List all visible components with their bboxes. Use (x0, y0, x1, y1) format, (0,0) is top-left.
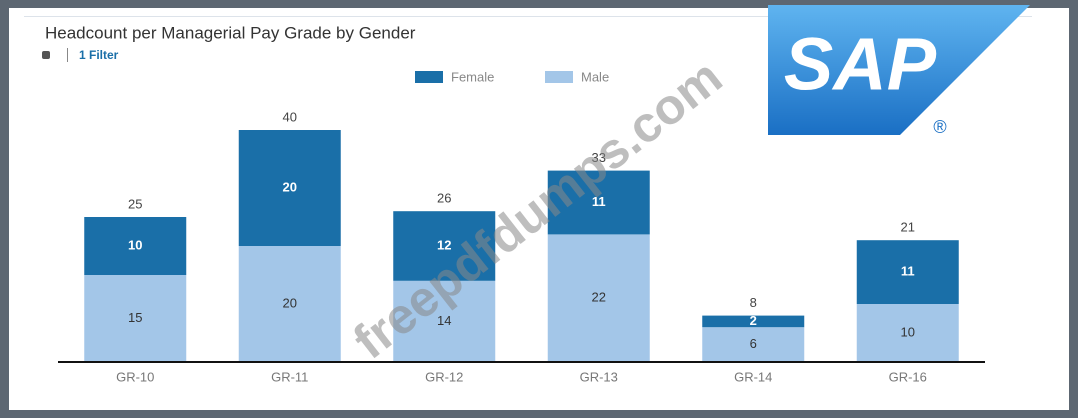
value-label: 2 (750, 313, 757, 328)
legend-swatch (545, 71, 573, 83)
value-label: 20 (283, 295, 297, 310)
x-tick-label: GR-10 (116, 369, 154, 384)
value-label: 15 (128, 310, 142, 325)
bar-segment (547, 234, 650, 362)
value-label: 11 (901, 264, 915, 279)
legend-label: Female (451, 69, 494, 84)
bar-segment (856, 240, 959, 304)
bar-segment (856, 304, 959, 362)
legend-swatch (415, 71, 443, 83)
logo-text: SAP (784, 23, 937, 106)
bar-segment (547, 170, 650, 235)
value-label: 20 (283, 179, 297, 194)
value-label: 10 (128, 237, 142, 252)
total-label: 40 (283, 109, 297, 124)
total-label: 26 (437, 191, 451, 206)
bar-segment (702, 327, 805, 362)
value-label: 22 (592, 290, 606, 305)
value-label: 11 (592, 194, 606, 209)
bar-segment (84, 275, 187, 362)
filter-link[interactable]: 1 Filter (79, 48, 119, 62)
value-label: 14 (437, 313, 451, 328)
x-tick-label: GR-14 (734, 369, 772, 384)
total-label: 8 (750, 295, 757, 310)
logo-mark: ® (933, 117, 946, 137)
bar-segment (238, 130, 341, 246)
bar-segment (238, 246, 341, 362)
total-label: 25 (128, 196, 142, 211)
bar-segment (393, 211, 496, 281)
total-label: 21 (901, 220, 915, 235)
bar-segment (702, 315, 805, 328)
x-tick-label: GR-11 (271, 369, 308, 384)
value-label: 6 (750, 336, 757, 351)
plot: Female Male151025GR-10202040GR-11141226GR… (58, 69, 985, 384)
x-tick-label: GR-13 (580, 369, 618, 384)
logo-bg (768, 5, 1030, 135)
x-tick-label: GR-12 (425, 369, 463, 384)
chart-title: Headcount per Managerial Pay Grade by Ge… (45, 23, 416, 42)
bar-segment (84, 217, 187, 275)
value-label: 12 (437, 237, 451, 252)
value-label: 10 (901, 324, 915, 339)
x-tick-label: GR-16 (889, 369, 927, 384)
total-label: 33 (592, 150, 606, 165)
card-border (24, 16, 1032, 17)
legend-label: Male (581, 69, 609, 84)
filter-icon (42, 51, 50, 59)
bar-segment (393, 280, 496, 362)
separator (67, 48, 68, 62)
